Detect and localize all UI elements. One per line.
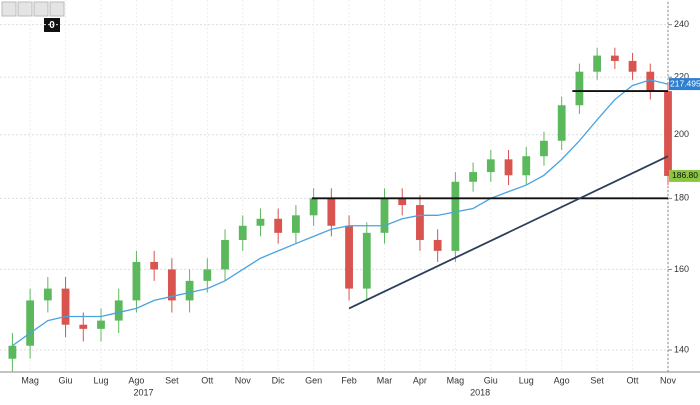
zoom-in-button[interactable]: [1, 1, 17, 17]
candle-body: [540, 140, 548, 157]
candle-body: [469, 172, 477, 182]
trendline: [348, 155, 669, 310]
candle-body: [628, 60, 637, 72]
y-tick-label: 220: [674, 72, 689, 82]
candle-body: [362, 232, 371, 289]
candle-body: [203, 269, 212, 281]
x-tick-label: Nov: [235, 375, 252, 385]
toolbar: 0: [1, 1, 65, 32]
y-tick-label: 180: [674, 193, 689, 203]
candle-body: [504, 159, 513, 176]
x-tick-label: Set: [165, 375, 179, 385]
search-button[interactable]: [49, 1, 65, 17]
candle-body: [451, 181, 460, 251]
year-label: 2017: [134, 387, 154, 397]
x-tick-label: Nov: [660, 375, 677, 385]
candle-body: [345, 225, 353, 289]
badge: 0: [49, 20, 55, 31]
candle-body: [664, 91, 672, 176]
candle-body: [43, 288, 52, 301]
candle-body: [380, 198, 389, 233]
candle-body: [309, 198, 318, 216]
grid: [0, 0, 669, 372]
candle-body: [274, 218, 283, 233]
candle-body: [256, 218, 265, 226]
candle-body: [398, 198, 407, 206]
x-tick-label: Ago: [554, 375, 570, 385]
y-tick-label: 140: [674, 344, 689, 354]
candle-body: [292, 215, 300, 233]
x-tick-label: Apr: [413, 375, 427, 385]
candle-body: [575, 71, 584, 106]
menu-button[interactable]: [33, 1, 49, 17]
y-tick-label: 200: [674, 129, 689, 139]
year-label: 2018: [470, 387, 490, 397]
candle-body: [8, 345, 17, 359]
ma-price-label: 217.4958: [670, 78, 700, 88]
x-tick-label: Ott: [201, 375, 214, 385]
candle-body: [238, 225, 247, 240]
candle-body: [132, 261, 141, 301]
candle-body: [167, 269, 176, 301]
x-tick-label: Mag: [21, 375, 39, 385]
candle-body: [150, 261, 159, 270]
last-price-box: [669, 169, 700, 182]
candle-body: [557, 105, 566, 141]
x-tick-label: Giu: [59, 375, 73, 385]
candle-body: [646, 71, 655, 92]
x-tick-label: Feb: [341, 375, 357, 385]
x-tick-label: Lug: [519, 375, 534, 385]
candle-body: [610, 55, 619, 61]
x-tick-label: Ago: [128, 375, 144, 385]
candle-body: [114, 300, 123, 321]
draw-button[interactable]: [17, 1, 33, 17]
candle-body: [97, 320, 105, 329]
x-tick-label: Ott: [627, 375, 640, 385]
candle-body: [61, 288, 70, 325]
candle-body: [327, 198, 336, 226]
candle-body: [185, 280, 194, 301]
candle-body: [416, 205, 424, 240]
x-tick-label: Gen: [305, 375, 322, 385]
candle-body: [486, 159, 495, 173]
last-price-label: 186.80: [672, 170, 698, 180]
candle-body: [522, 156, 531, 176]
x-tick-label: Mag: [447, 375, 465, 385]
x-tick-label: Giu: [484, 375, 498, 385]
x-tick-label: Lug: [93, 375, 108, 385]
x-tick-label: Mar: [377, 375, 393, 385]
ma-price-box: [669, 78, 700, 91]
candle-body: [593, 55, 602, 72]
x-tick-label: Dic: [272, 375, 285, 385]
candle-body: [79, 324, 88, 329]
candle-body: [221, 239, 229, 270]
moving-average: [12, 79, 669, 347]
candle-body: [26, 300, 35, 346]
y-tick-label: 160: [674, 264, 689, 274]
y-tick-label: 240: [674, 19, 689, 29]
candle-body: [433, 239, 442, 251]
x-tick-label: Set: [590, 375, 604, 385]
